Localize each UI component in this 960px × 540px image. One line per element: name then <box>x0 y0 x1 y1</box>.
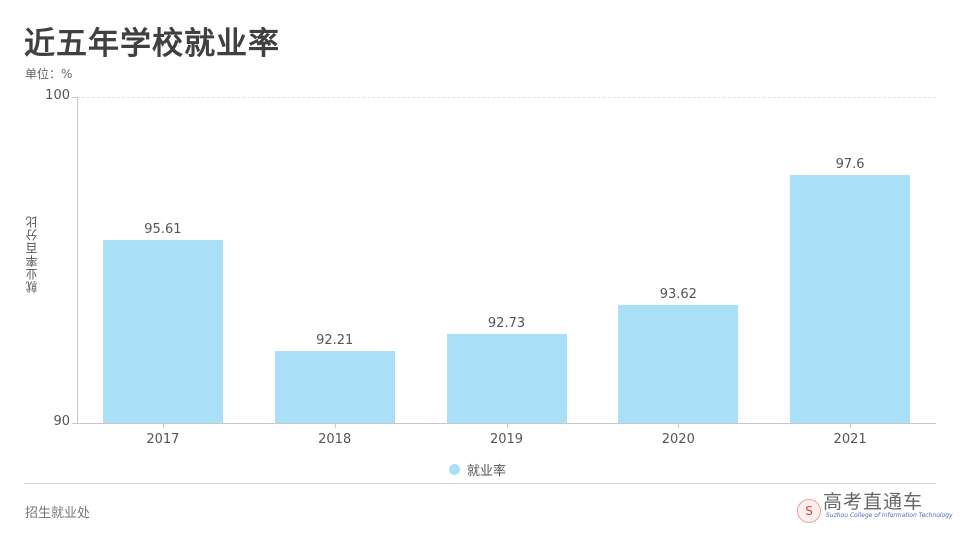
x-tick-label: 2019 <box>489 432 524 447</box>
x-tick-label: 2020 <box>661 432 695 447</box>
bar-value-label: 92.73 <box>487 316 526 331</box>
footer-divider <box>24 483 936 484</box>
bar-2018[interactable] <box>274 350 395 423</box>
y-tick-mark <box>72 423 77 424</box>
unit-label: 单位：% <box>25 67 73 81</box>
top-gridline <box>77 97 936 98</box>
x-tick-label: 2018 <box>318 432 352 447</box>
bar-2017[interactable] <box>102 240 223 423</box>
bar-2020[interactable] <box>618 304 739 423</box>
legend[interactable]: 就业率 <box>449 460 506 479</box>
bar-2019[interactable] <box>446 334 567 423</box>
y-axis-title: 就业率百分比 <box>25 215 39 293</box>
y-tick-mark <box>72 97 77 98</box>
watermark: 高考直通车 <box>823 491 924 513</box>
x-tick-mark <box>162 423 164 428</box>
legend-label: 就业率 <box>467 464 507 479</box>
legend-dot-icon <box>449 464 460 475</box>
logo-subtitle: Suzhou College of Information Technology <box>826 512 953 519</box>
bar-value-label: 95.61 <box>144 222 182 238</box>
chart-title: 近五年学校就业率 <box>24 26 280 62</box>
bar-value-label: 92.21 <box>316 332 354 348</box>
bar-value-label: 93.62 <box>659 286 697 302</box>
y-tick-100: 100 <box>45 88 70 103</box>
x-tick-mark <box>334 423 336 428</box>
x-tick-label: 2017 <box>146 432 180 447</box>
x-tick-mark <box>678 423 680 428</box>
x-tick-mark <box>850 423 852 428</box>
college-emblem-icon: S <box>797 499 821 523</box>
x-tick-label: 2021 <box>833 432 867 447</box>
x-tick-mark <box>506 423 508 428</box>
footer-department: 招生就业处 <box>25 506 91 521</box>
y-axis <box>77 97 78 423</box>
y-tick-90: 90 <box>53 414 70 429</box>
bar-value-label: 97.6 <box>835 157 865 173</box>
plot-area: 100 90 95.61 92.21 92.73 93.62 97.6 2017… <box>45 88 936 447</box>
bar-2021[interactable] <box>790 175 911 423</box>
